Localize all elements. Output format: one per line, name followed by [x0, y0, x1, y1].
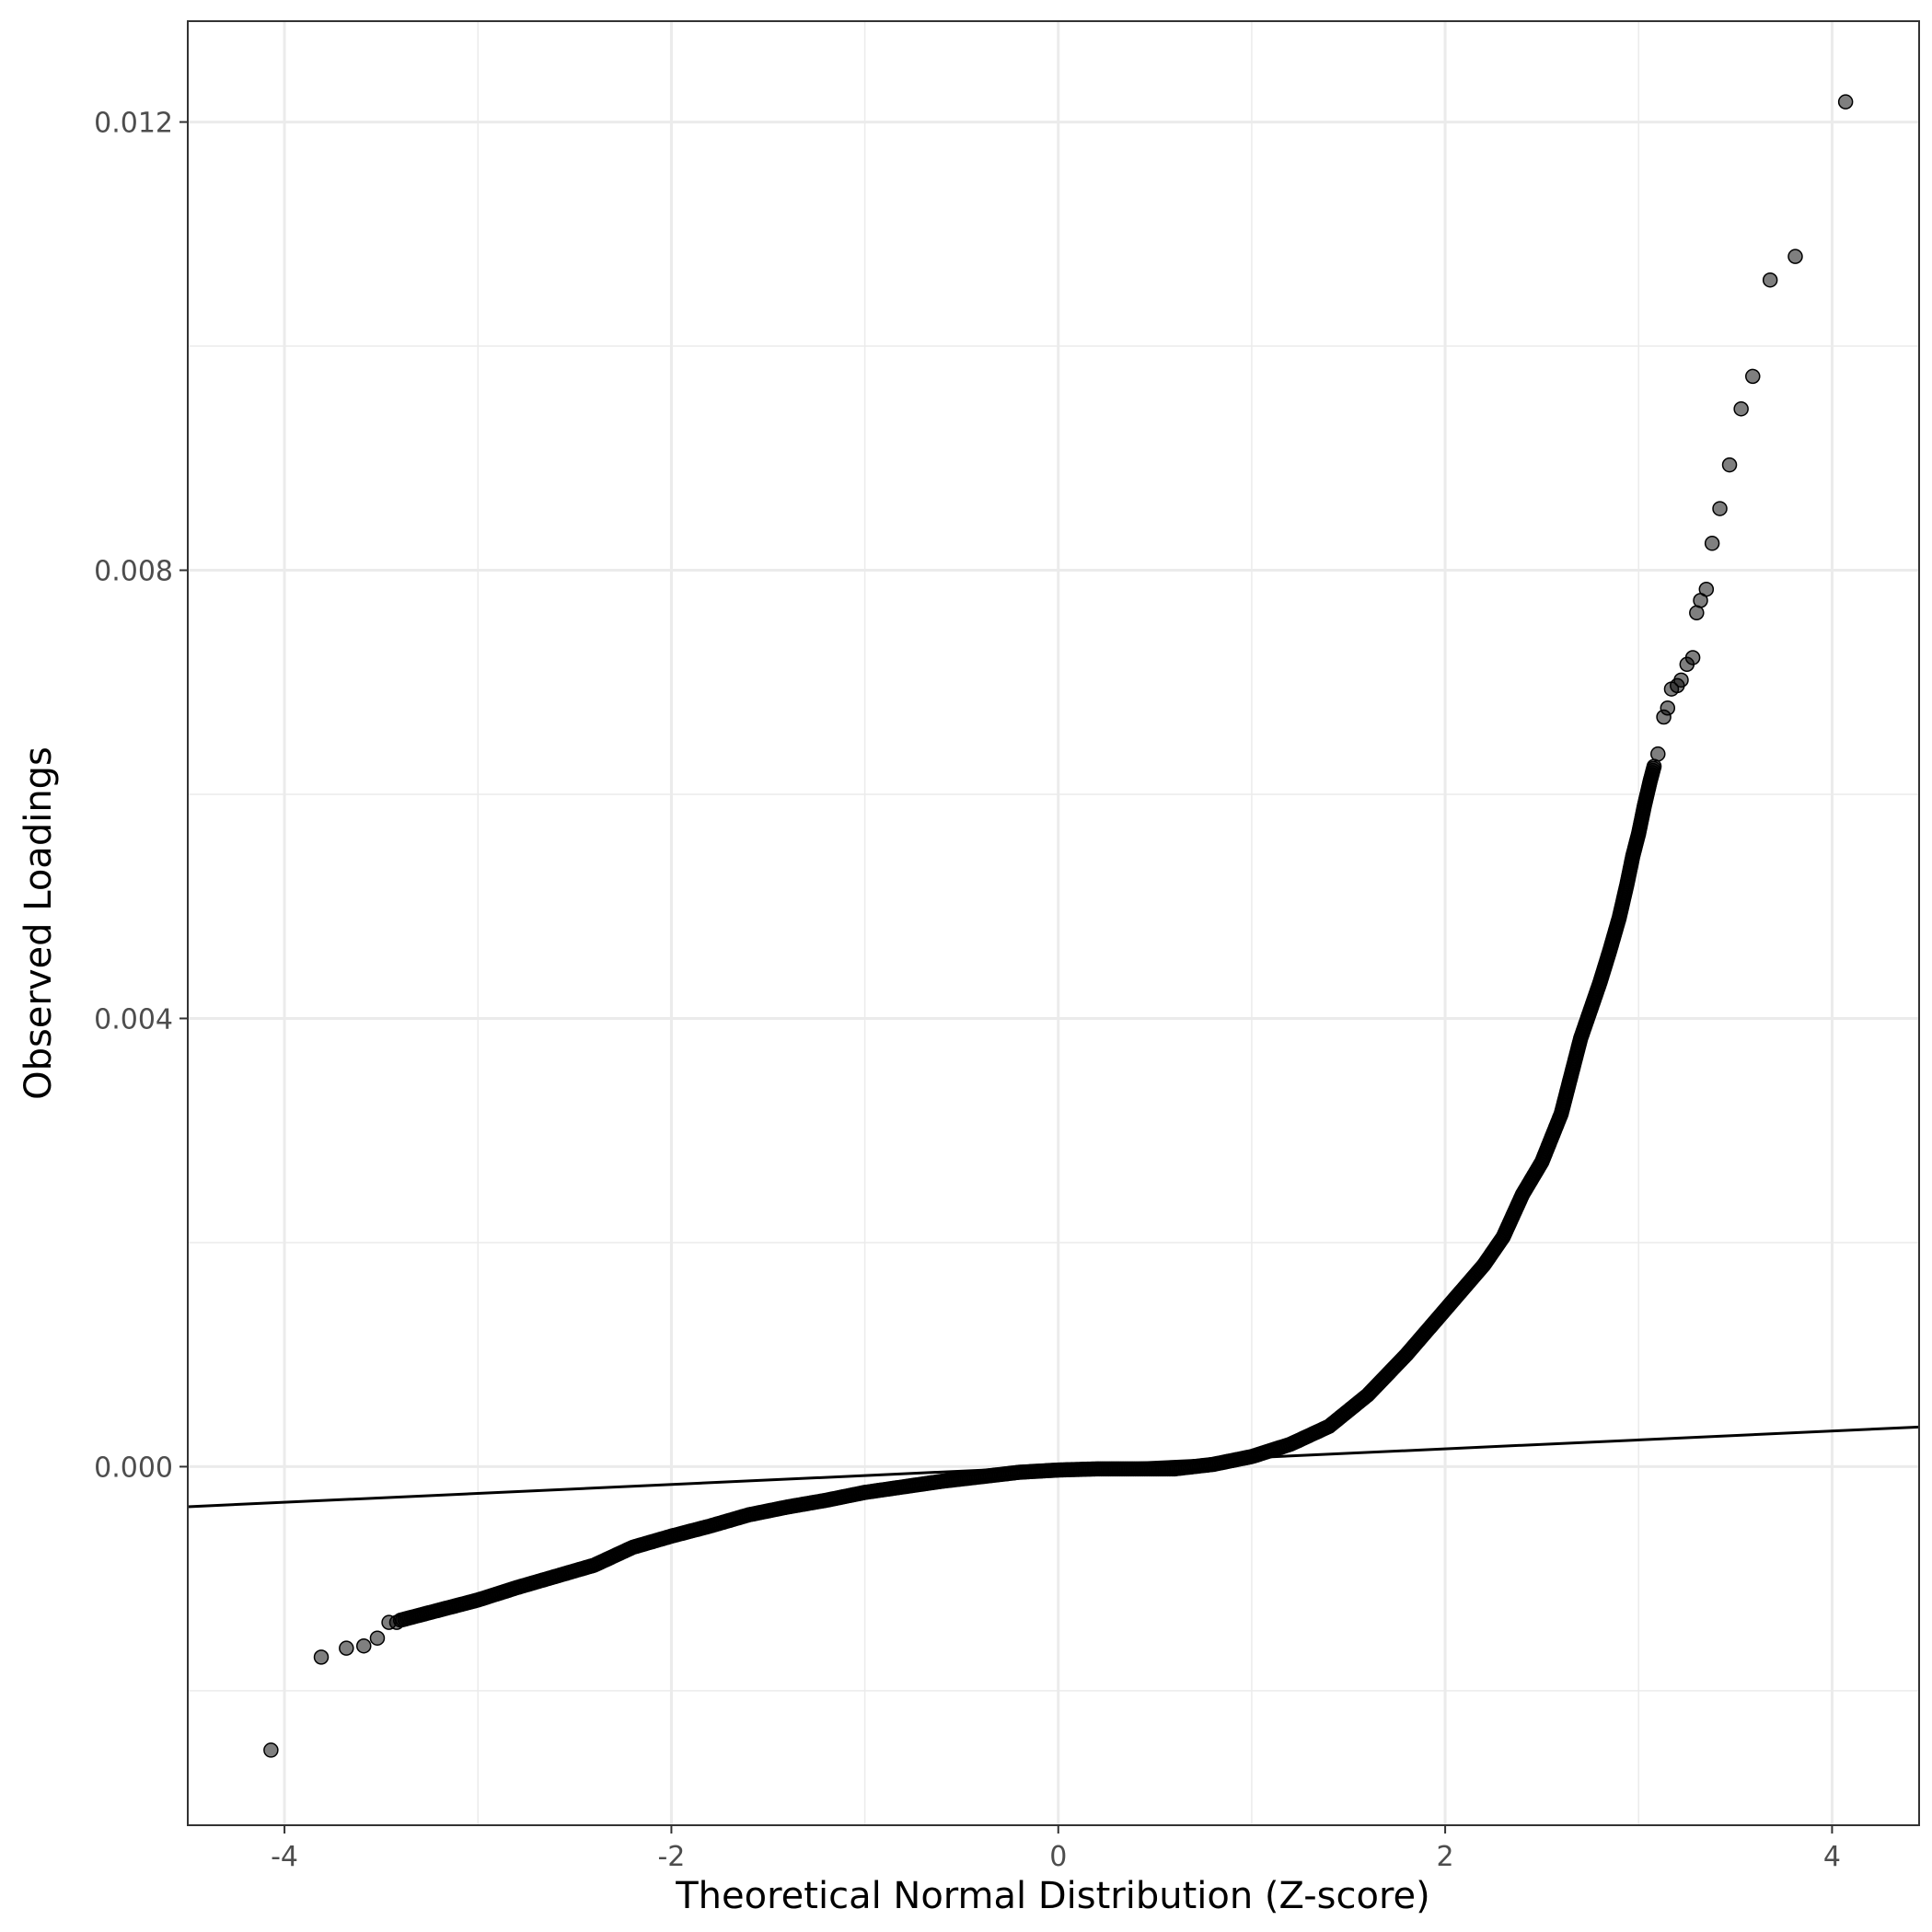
plot-panel [188, 21, 1919, 1825]
data-point [356, 1637, 372, 1654]
data-point [263, 1742, 279, 1758]
data-point [1787, 249, 1803, 264]
x-axis-ticks: -4 -2 0 2 4 [271, 1825, 1841, 1873]
x-tick-label: -4 [271, 1841, 298, 1873]
x-tick-label: 2 [1437, 1841, 1454, 1873]
y-axis-title: Observed Loadings [17, 746, 60, 1100]
data-point [1698, 581, 1715, 597]
y-axis-ticks: 0.000 0.004 0.008 0.012 [94, 108, 188, 1484]
data-points [263, 94, 1854, 1758]
data-point [369, 1630, 386, 1646]
data-point [388, 1614, 405, 1630]
data-point [339, 1640, 354, 1656]
data-point [1673, 672, 1689, 688]
data-point [1684, 650, 1701, 665]
data-point [1704, 536, 1720, 551]
x-axis-title: Theoretical Normal Distribution (Z-score… [675, 1875, 1430, 1917]
y-tick-label: 0.004 [94, 1003, 173, 1035]
x-tick-label: 0 [1049, 1841, 1067, 1873]
y-tick-label: 0.000 [94, 1452, 173, 1484]
data-point [1733, 400, 1749, 417]
data-point [313, 1649, 330, 1665]
data-point [1660, 700, 1676, 716]
x-tick-label: -2 [657, 1841, 685, 1873]
data-point [1745, 368, 1761, 385]
data-point [1712, 501, 1728, 516]
x-tick-label: 4 [1823, 1841, 1841, 1873]
y-tick-label: 0.008 [94, 556, 173, 588]
y-tick-label: 0.012 [94, 108, 173, 140]
data-point [1650, 746, 1666, 762]
data-point [1721, 457, 1738, 473]
plot-border [187, 20, 1920, 1826]
data-point [1837, 94, 1854, 110]
data-point [1762, 272, 1778, 288]
